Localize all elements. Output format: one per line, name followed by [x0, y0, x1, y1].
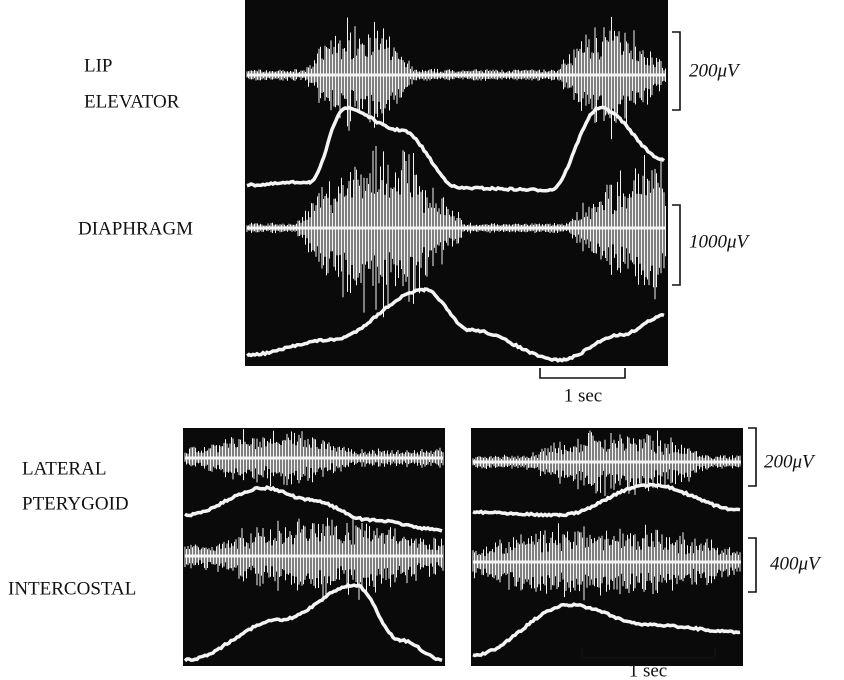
scale-bracket	[748, 537, 757, 593]
time-label: 1 sec	[564, 385, 603, 406]
scale-bracket	[672, 31, 681, 111]
time-bracket	[539, 368, 626, 379]
movement-trace	[472, 602, 741, 658]
movement-trace	[183, 583, 443, 663]
scale-label: 1000μV	[689, 231, 751, 252]
movement-trace	[246, 287, 665, 363]
movement-trace	[246, 105, 666, 193]
diaphragm-label: DIAPHRAGM	[78, 218, 193, 239]
movement-trace	[183, 485, 443, 533]
pterygoid-label: LATERAL	[22, 458, 106, 479]
traces	[183, 16, 741, 663]
time-label: 1 sec	[629, 660, 668, 680]
movement-trace	[472, 482, 741, 518]
intercostal-label: INTERCOSTAL	[8, 578, 136, 599]
scale-bracket	[748, 427, 757, 487]
pterygoid-label: PTERYGOID	[22, 493, 129, 514]
lip-label: LIP	[84, 55, 113, 76]
scale-label: 400μV	[770, 553, 822, 574]
scale-label: 200μV	[689, 60, 741, 81]
scale-label: 200μV	[764, 451, 816, 472]
scale-bracket	[672, 204, 681, 286]
lip-label: ELEVATOR	[84, 91, 180, 112]
time-bracket	[581, 648, 716, 659]
